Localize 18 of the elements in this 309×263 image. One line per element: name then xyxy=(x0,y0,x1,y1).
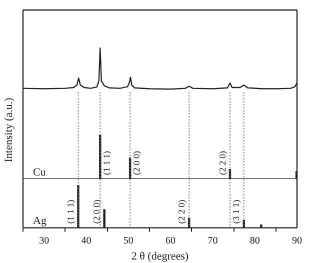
x-tick-label: 90 xyxy=(292,235,302,246)
x-tick-label: 50 xyxy=(123,235,134,246)
x-axis-title: 2 θ (degrees) xyxy=(131,250,189,262)
annotation: (3 1 1) xyxy=(231,200,242,224)
x-tick-label: 80 xyxy=(250,235,260,246)
text: Ag xyxy=(33,215,47,228)
y-axis-title: Intensity (a.u.) xyxy=(3,98,15,162)
annotation: (2 0 0) xyxy=(131,151,142,175)
x-tick-label: 70 xyxy=(208,235,218,246)
x-tick-label: 40 xyxy=(81,235,92,246)
annotation: (2 2 0) xyxy=(217,151,228,175)
x-tick-label: 30 xyxy=(39,235,50,246)
text: Cu xyxy=(33,166,46,178)
annotation: (1 1 1) xyxy=(66,200,76,224)
annotation: (1 1 1) xyxy=(102,151,112,175)
annotation: (2 2 0) xyxy=(176,200,186,224)
x-tick-label: 60 xyxy=(166,235,176,246)
annotation: (2 0 0) xyxy=(92,200,102,224)
